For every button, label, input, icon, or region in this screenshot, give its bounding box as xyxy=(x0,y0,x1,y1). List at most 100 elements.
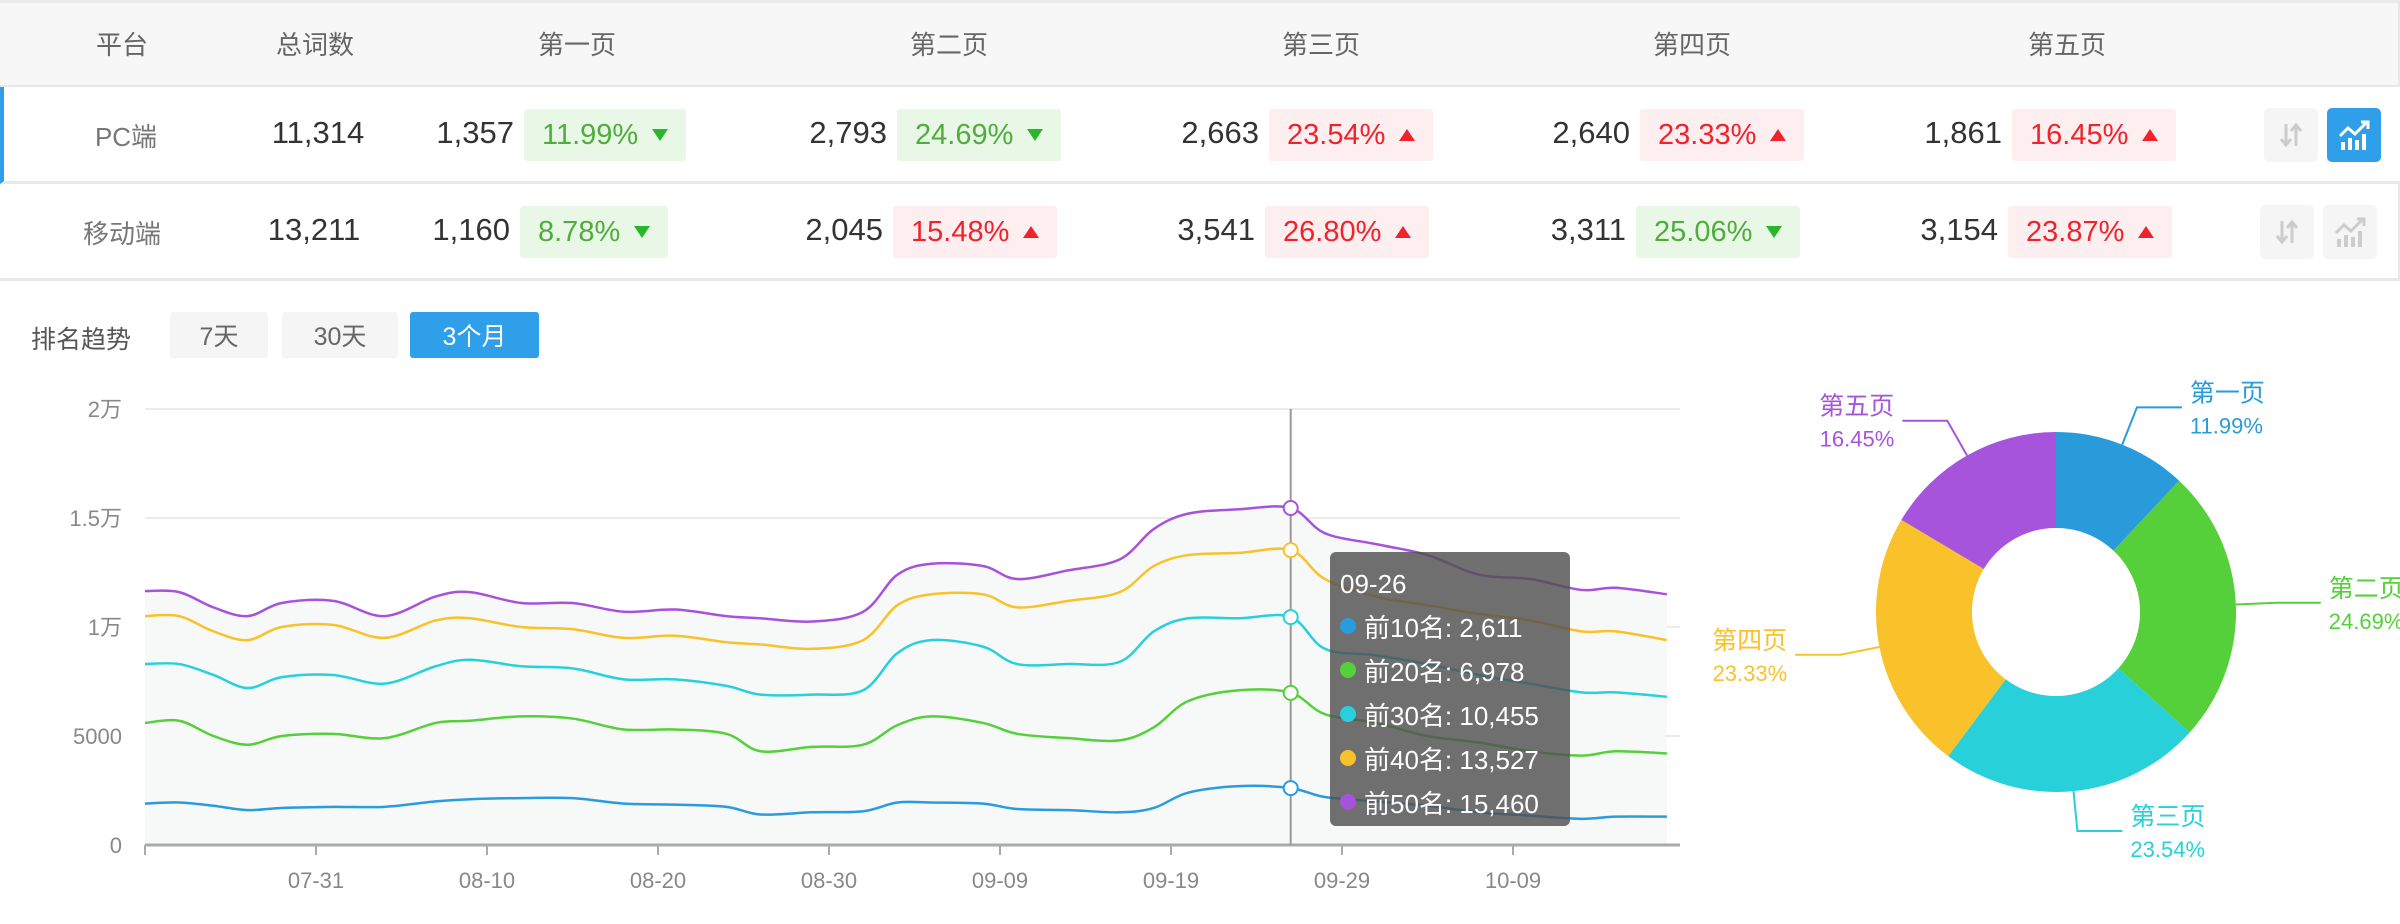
x-tick-label: 08-10 xyxy=(459,868,515,893)
sort-button[interactable] xyxy=(2260,205,2314,259)
series-dot-icon xyxy=(1340,662,1356,678)
table-row[interactable]: 移动端 13,211 1,160 8.78% 2,045 15.48% 3,541 26.80… xyxy=(0,184,2400,281)
total-keywords: 13,211 xyxy=(267,212,361,247)
donut-hole xyxy=(1972,528,2140,696)
tooltip-value: 前40名: 13,527 xyxy=(1364,744,1539,775)
triangle-up-icon xyxy=(2138,226,2155,238)
pie-slice[interactable] xyxy=(2056,432,2180,551)
pie-slice[interactable] xyxy=(1901,432,2056,570)
platform-label: PC端 xyxy=(94,122,158,152)
y-tick-label: 1.5万 xyxy=(69,506,122,531)
pie-label-name: 第四页 xyxy=(1712,627,1787,655)
triangle-up-icon xyxy=(2142,129,2159,141)
x-tick-label: 09-09 xyxy=(972,868,1028,893)
range-button[interactable]: 30天 xyxy=(282,312,398,358)
trend-title: 排名趋势 xyxy=(31,326,132,354)
page-percent-badge: 24.69% xyxy=(897,109,1062,161)
y-tick-label: 2万 xyxy=(88,397,122,422)
page-count: 2,640 xyxy=(1552,115,1630,150)
hover-point xyxy=(1282,780,1299,797)
pie-slice[interactable] xyxy=(2113,480,2236,733)
hover-point xyxy=(1282,609,1299,626)
x-tick-label: 07-31 xyxy=(288,868,344,893)
triangle-up-icon xyxy=(1770,129,1787,141)
triangle-down-icon xyxy=(634,226,651,238)
trend-chart-button[interactable] xyxy=(2327,108,2381,162)
page-percent-badge: 25.06% xyxy=(1636,206,1801,258)
y-tick-label: 5000 xyxy=(73,724,122,749)
page-count: 3,541 xyxy=(1177,212,1255,247)
tooltip-value: 前10名: 2,611 xyxy=(1364,612,1523,643)
percent-value: 8.78% xyxy=(538,215,621,248)
tooltip-value: 前50名: 15,460 xyxy=(1364,788,1539,819)
percent-value: 25.06% xyxy=(1654,215,1753,248)
range-button[interactable]: 7天 xyxy=(170,312,268,358)
hover-point xyxy=(1282,499,1299,516)
pie-label-percent: 16.45% xyxy=(1820,427,1895,452)
range-button[interactable]: 3个月 xyxy=(410,312,539,358)
series-line-5[interactable] xyxy=(144,505,1668,624)
percent-value: 23.33% xyxy=(1658,118,1757,151)
column-header: 第一页 xyxy=(537,30,617,60)
total-keywords: 11,314 xyxy=(271,115,365,150)
page-percent-badge: 23.54% xyxy=(1269,109,1434,161)
series-dot-icon xyxy=(1340,618,1356,634)
page-percent-badge: 11.99% xyxy=(524,109,687,161)
tooltip-value: 前30名: 10,455 xyxy=(1364,700,1539,731)
page-percent-badge: 16.45% xyxy=(2012,109,2177,161)
percent-value: 26.80% xyxy=(1283,215,1382,248)
page-percent-badge: 26.80% xyxy=(1265,206,1430,258)
percent-value: 16.45% xyxy=(2030,118,2129,151)
page-count: 1,160 xyxy=(432,212,510,247)
sort-button[interactable] xyxy=(2264,108,2318,162)
trend-chart-icon xyxy=(2338,120,2370,150)
pie-label-percent: 24.69% xyxy=(2329,609,2400,634)
x-tick-label: 09-29 xyxy=(1314,868,1370,893)
pie-label-name: 第三页 xyxy=(2130,803,2205,831)
page-count: 2,045 xyxy=(805,212,883,247)
triangle-up-icon xyxy=(1395,226,1412,238)
y-tick-label: 0 xyxy=(110,833,122,858)
page-percent-badge: 23.33% xyxy=(1640,109,1805,161)
page-percent-badge: 8.78% xyxy=(520,206,669,258)
series-dot-icon xyxy=(1340,750,1356,766)
pie-label-line xyxy=(2121,406,2182,445)
pie-slice[interactable] xyxy=(1876,519,2006,757)
percent-value: 24.69% xyxy=(915,118,1014,151)
column-header: 平台 xyxy=(95,30,149,60)
pie-label-name: 第二页 xyxy=(2329,575,2400,603)
pie-slice[interactable] xyxy=(1948,668,2190,792)
percent-value: 15.48% xyxy=(911,215,1010,248)
tooltip-item: 前40名: 13,527 xyxy=(1340,736,1560,780)
trend-chart-button[interactable] xyxy=(2323,205,2377,259)
x-tick-label: 09-19 xyxy=(1143,868,1199,893)
platform-label: 移动端 xyxy=(82,219,162,249)
tooltip-item: 前20名: 6,978 xyxy=(1340,648,1560,692)
page-count: 1,357 xyxy=(436,115,514,150)
table-row[interactable]: PC端 11,314 1,357 11.99% 2,793 24.69% 2,663 23.5… xyxy=(0,87,2400,184)
column-header: 第三页 xyxy=(1281,30,1361,60)
x-tick-label: 08-30 xyxy=(801,868,857,893)
pie-label-percent: 23.33% xyxy=(1713,661,1788,686)
tooltip-item: 前50名: 15,460 xyxy=(1340,780,1560,824)
triangle-up-icon xyxy=(1399,129,1416,141)
chart-tooltip: 09-26 前10名: 2,611 前20名: 6,978 前30名: 10,455… xyxy=(1330,552,1570,826)
page-count: 2,663 xyxy=(1181,115,1259,150)
pie-label-line xyxy=(2235,601,2321,606)
hover-point xyxy=(1282,684,1299,701)
pie-label-line xyxy=(1795,646,1880,656)
triangle-up-icon xyxy=(1023,226,1040,238)
pie-label-line xyxy=(1902,419,1968,457)
table-header: 平台 总词数 第一页 第二页 第三页 第四页 第五页 xyxy=(0,0,2400,88)
sort-arrows-icon xyxy=(2275,219,2299,245)
pie-label-name: 第一页 xyxy=(2190,379,2265,407)
percent-value: 11.99% xyxy=(542,118,639,151)
tooltip-item: 前30名: 10,455 xyxy=(1340,692,1560,736)
page-count: 3,311 xyxy=(1550,212,1626,247)
page-percent-badge: 23.87% xyxy=(2008,206,2173,258)
percent-value: 23.87% xyxy=(2026,215,2125,248)
page-count: 3,154 xyxy=(1920,212,1998,247)
triangle-down-icon xyxy=(1027,129,1044,141)
tooltip-value: 前20名: 6,978 xyxy=(1364,656,1525,687)
x-tick-label: 08-20 xyxy=(630,868,686,893)
